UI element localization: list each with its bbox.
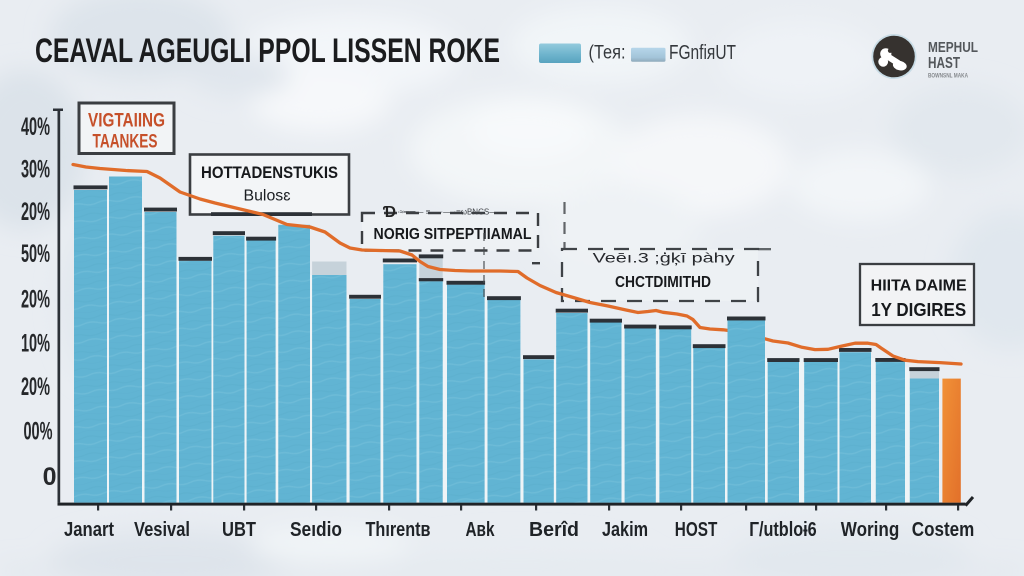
svg-text:50%: 50% (21, 240, 50, 268)
svg-text:BOWNSNL MAKA: BOWNSNL MAKA (928, 73, 968, 80)
svg-text:CEAVAL AGEUGLI PPOL LISSEN ROK: CEAVAL AGEUGLI PPOL LISSEN ROKE (35, 32, 500, 70)
svg-text:Costem: Costem (912, 519, 975, 541)
svg-text:HOST: HOST (675, 519, 718, 541)
svg-text:Jakim: Jakim (602, 519, 648, 541)
svg-text:HIITA DAIME: HIITA DAIME (871, 277, 967, 294)
svg-text:20%: 20% (21, 198, 50, 226)
svg-text:00%: 00% (24, 417, 53, 445)
svg-text:CHCTDIMITHD: CHCTDIMITHD (615, 274, 711, 291)
svg-text:Janart: Janart (64, 519, 114, 541)
svg-text:Ɗ: Ɗ (383, 204, 396, 221)
svg-text:Aвk: Aвk (466, 519, 496, 541)
svg-text:UBT: UBT (222, 519, 256, 541)
svg-text:Woring: Woring (841, 519, 900, 541)
svg-text:HOTTADENSTUKIS: HOTTADENSTUKIS (201, 163, 338, 182)
svg-text:Veēı.3 ;ģķī pàhy: Veēı.3 ;ģķī pàhy (593, 250, 735, 266)
svg-text:·≈══— ≡— ·— ·≡ωBNCS—: ·≈══— ≡— ·— ·≡ωBNCS— (397, 208, 497, 217)
svg-text:Berîd: Berîd (529, 519, 579, 541)
svg-text:NORIG SITPEPTIIAMAL: NORIG SITPEPTIIAMAL (374, 226, 532, 243)
svg-text:20%: 20% (21, 285, 50, 313)
svg-text:Seıdio: Seıdio (290, 519, 342, 541)
svg-text:VIGTAIING: VIGTAIING (88, 110, 165, 131)
svg-text:MEPHUL: MEPHUL (928, 39, 978, 56)
svg-text:FGnfiяUT: FGnfiяUT (669, 42, 736, 64)
svg-text:10%: 10% (21, 329, 50, 357)
svg-text:TAANKES: TAANKES (93, 132, 158, 153)
svg-text:Vesival: Vesival (134, 519, 190, 541)
svg-text:20%: 20% (21, 373, 50, 401)
svg-text:HAST: HAST (928, 55, 960, 72)
svg-text:Bulosɛ: Bulosɛ (244, 188, 291, 205)
svg-text:0: 0 (43, 463, 57, 491)
svg-text:30%: 30% (21, 155, 50, 183)
svg-text:(Тея:: (Тея: (589, 43, 626, 64)
svg-text:40%: 40% (21, 113, 50, 141)
svg-text:Γ/utbloɨ6: Γ/utbloɨ6 (749, 519, 817, 541)
svg-text:1Y DIGIRES: 1Y DIGIRES (871, 300, 966, 320)
svg-text:Thırentв: Thırentв (366, 519, 431, 541)
